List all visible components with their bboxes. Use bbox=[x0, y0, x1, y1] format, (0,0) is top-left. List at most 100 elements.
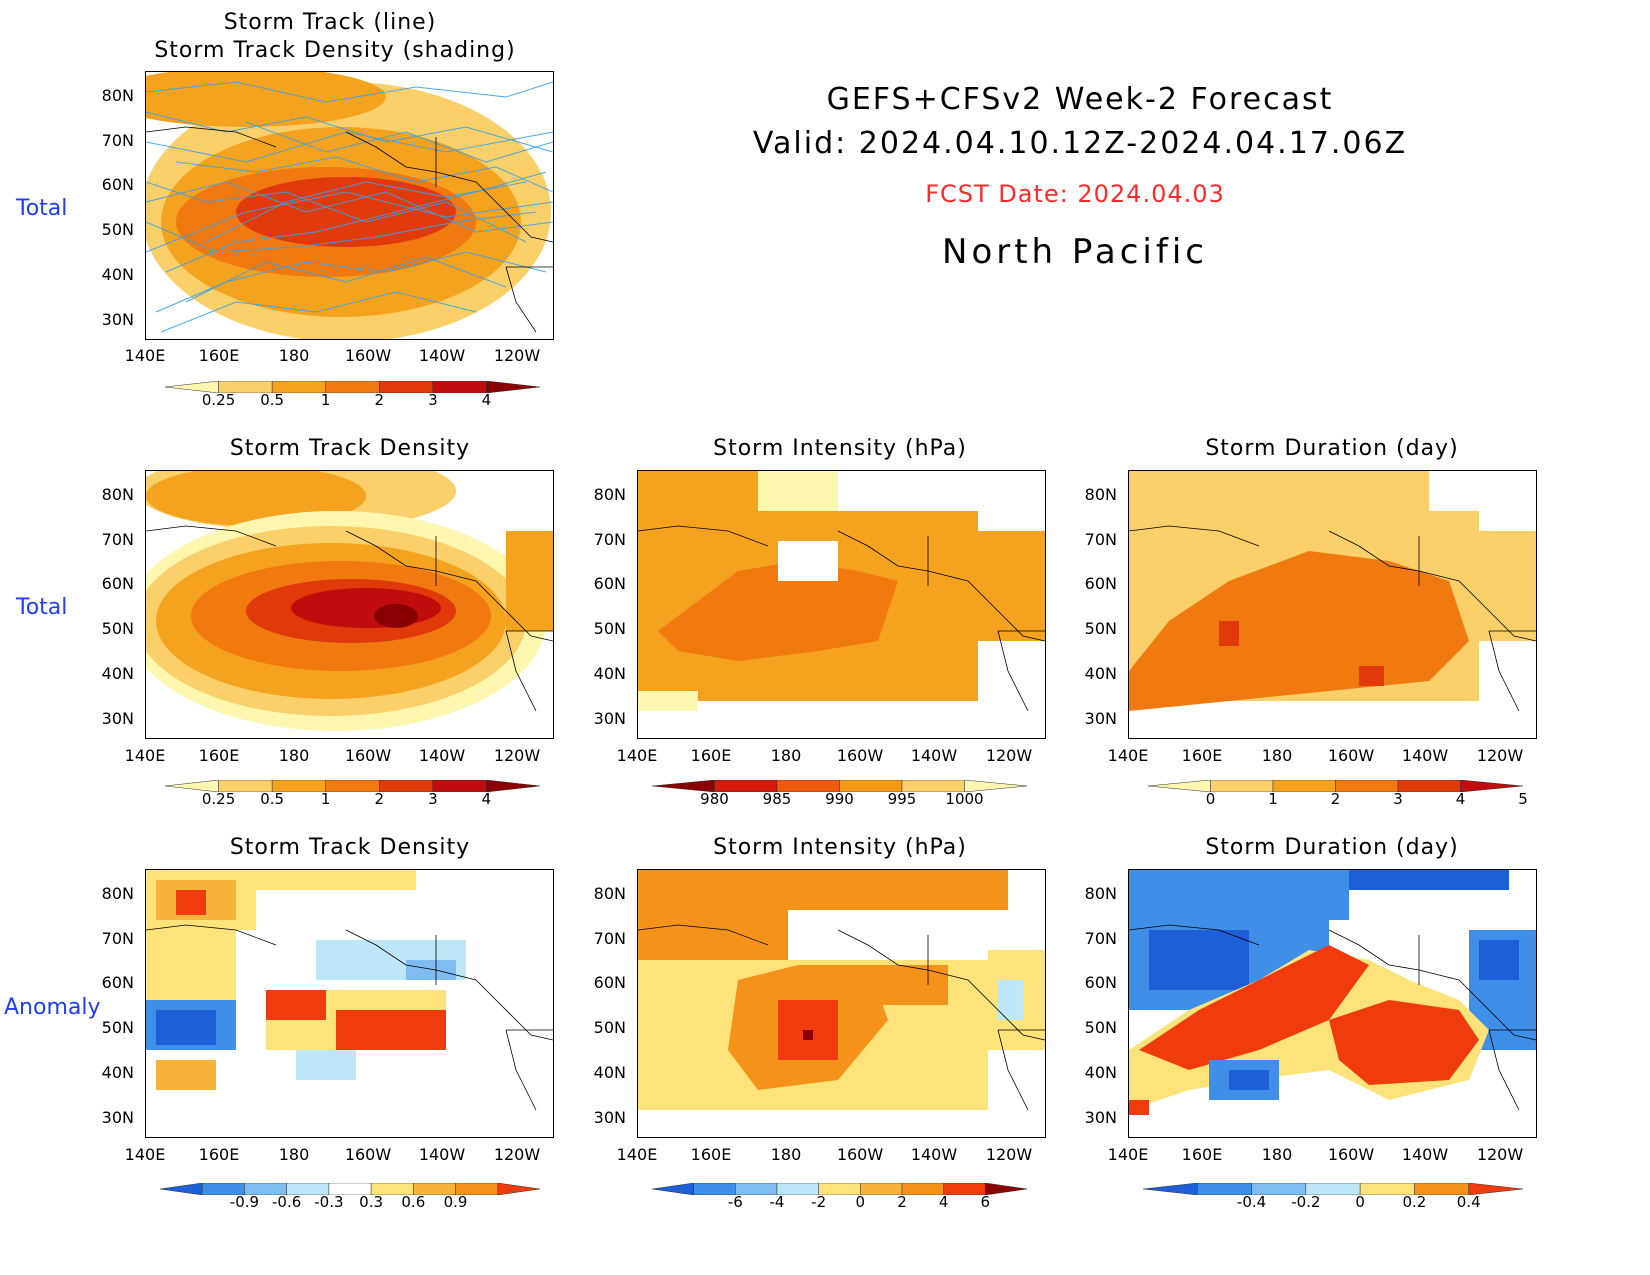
lon-label: 160E bbox=[198, 346, 240, 365]
lat-label: 40N bbox=[1084, 664, 1117, 683]
lat-label: 50N bbox=[101, 1018, 134, 1037]
lat-label: 70N bbox=[101, 530, 134, 549]
lat-label: 60N bbox=[593, 973, 626, 992]
colorbar-label: 3 bbox=[428, 391, 438, 409]
lon-label: 140E bbox=[124, 746, 166, 765]
map-density-total bbox=[145, 470, 554, 739]
colorbar-label: 4 bbox=[481, 790, 492, 808]
colorbar-swatch bbox=[1142, 1182, 1198, 1196]
colorbar-density-top: 0.25 0.5 1 2 3 4 bbox=[164, 378, 541, 409]
colorbar-label: 2 bbox=[897, 1193, 907, 1211]
lon-label: 140E bbox=[124, 1145, 166, 1164]
lon-label: 120W bbox=[985, 1145, 1033, 1164]
row-label-anomaly: Anomaly bbox=[4, 995, 101, 1020]
colorbar-label: -0.3 bbox=[314, 1193, 344, 1211]
lon-label: 160W bbox=[344, 1145, 392, 1164]
colorbar-swatches bbox=[651, 779, 1028, 793]
colorbar-label: 4 bbox=[1455, 790, 1466, 808]
lon-label: 140E bbox=[616, 1145, 658, 1164]
intensity-anom-map bbox=[638, 870, 1045, 1137]
colorbar-label: 0.25 bbox=[201, 391, 236, 409]
forecast-title: GEFS+CFSv2 Week-2 Forecast bbox=[826, 82, 1334, 117]
lon-label: 140E bbox=[124, 346, 166, 365]
colorbar-label: -2 bbox=[811, 1193, 827, 1211]
intensity-total-map bbox=[638, 471, 1045, 738]
panel-title-density-anom: Storm Track Density bbox=[229, 835, 471, 860]
panel-title-duration-total: Storm Duration (day) bbox=[1205, 436, 1459, 461]
lon-label: 120W bbox=[1476, 746, 1524, 765]
lat-label: 50N bbox=[1084, 1018, 1117, 1037]
density-anom-map bbox=[146, 870, 553, 1137]
colorbar-label: 1 bbox=[1268, 790, 1278, 808]
lat-label: 80N bbox=[593, 485, 626, 504]
lon-label: 180 bbox=[278, 746, 310, 765]
lon-label: 180 bbox=[278, 1145, 310, 1164]
colorbar-label: 6 bbox=[980, 1193, 991, 1211]
lat-label: 70N bbox=[1084, 929, 1117, 948]
lon-label: 160E bbox=[1181, 746, 1223, 765]
colorbar-label: 1000 bbox=[945, 790, 984, 808]
colorbar-label: -0.9 bbox=[229, 1193, 260, 1211]
lat-label: 60N bbox=[101, 973, 134, 992]
colorbar-swatch bbox=[486, 779, 541, 793]
lat-label: 50N bbox=[593, 1018, 626, 1037]
colorbar-swatches bbox=[164, 779, 541, 793]
colorbar-label: -4 bbox=[769, 1193, 785, 1211]
lon-label: 120W bbox=[1476, 1145, 1524, 1164]
colorbar-label: 0 bbox=[1205, 790, 1216, 808]
lat-label: 40N bbox=[101, 265, 134, 284]
density-total-map bbox=[146, 471, 553, 738]
lon-label: 140E bbox=[1107, 1145, 1149, 1164]
lon-label: 160W bbox=[1327, 746, 1375, 765]
region-label: North Pacific bbox=[942, 232, 1208, 272]
colorbar-duration-total: 0 1 2 3 4 5 bbox=[1147, 777, 1528, 808]
colorbar-label: 2 bbox=[374, 391, 385, 409]
colorbar-label: 990 bbox=[825, 790, 854, 808]
lat-label: 50N bbox=[101, 619, 134, 638]
colorbar-swatch bbox=[497, 1182, 541, 1196]
lon-label: 180 bbox=[1261, 1145, 1293, 1164]
lat-label: 80N bbox=[101, 884, 134, 903]
lon-label: 160W bbox=[344, 346, 392, 365]
colorbar-label: 0 bbox=[855, 1193, 866, 1211]
lon-label: 160E bbox=[690, 746, 732, 765]
lat-label: 30N bbox=[593, 709, 626, 728]
lat-label: 70N bbox=[593, 530, 626, 549]
colorbar-label: 3 bbox=[428, 790, 438, 808]
panel-title-track-line: Storm Track (line) bbox=[223, 10, 437, 35]
colorbar-swatches bbox=[164, 380, 541, 394]
lon-label: 140W bbox=[1401, 746, 1449, 765]
lat-label: 40N bbox=[593, 664, 626, 683]
colorbar-density-anom: -0.9 -0.6 -0.3 0.3 0.6 0.9 bbox=[159, 1180, 541, 1211]
map-storm-track bbox=[145, 71, 554, 340]
lon-label: 160E bbox=[1181, 1145, 1223, 1164]
colorbar-swatch bbox=[486, 380, 541, 394]
panel-title-intensity-total: Storm Intensity (hPa) bbox=[713, 436, 967, 461]
lon-label: 140W bbox=[418, 346, 466, 365]
duration-total-map bbox=[1129, 471, 1536, 738]
colorbar-swatch bbox=[964, 779, 1028, 793]
lon-label: 180 bbox=[770, 1145, 802, 1164]
lon-label: 160W bbox=[344, 746, 392, 765]
lon-label: 140W bbox=[910, 1145, 958, 1164]
lat-label: 50N bbox=[1084, 619, 1117, 638]
lat-label: 80N bbox=[101, 86, 134, 105]
row-label-total-mid: Total bbox=[16, 595, 68, 620]
colorbar-label: 2 bbox=[1330, 790, 1341, 808]
colorbar-swatch bbox=[985, 1182, 1028, 1196]
lon-label: 160E bbox=[198, 1145, 240, 1164]
lon-label: 140W bbox=[418, 746, 466, 765]
lon-label: 120W bbox=[493, 1145, 541, 1164]
map-duration-total bbox=[1128, 470, 1537, 739]
lon-label: 160W bbox=[1327, 1145, 1375, 1164]
panel-title-density-total: Storm Track Density bbox=[229, 436, 471, 461]
colorbar-label: 0.6 bbox=[401, 1193, 426, 1211]
lat-label: 70N bbox=[101, 929, 134, 948]
colorbar-label: -0.6 bbox=[272, 1193, 302, 1211]
colorbar-label: 1 bbox=[320, 790, 331, 808]
lat-label: 30N bbox=[101, 709, 134, 728]
colorbar-label: 2 bbox=[374, 790, 385, 808]
lon-label: 160E bbox=[198, 746, 240, 765]
colorbar-label: 0.5 bbox=[260, 391, 285, 409]
colorbar-swatch bbox=[159, 1182, 203, 1196]
